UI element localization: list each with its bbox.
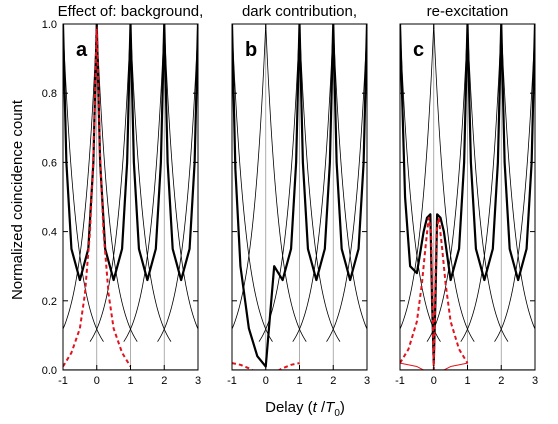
- component-curve: [157, 24, 198, 342]
- component-curve: [123, 24, 198, 342]
- component-curve: [232, 24, 273, 342]
- x-tick-label: 0: [431, 375, 437, 387]
- y-axis-label: Normalized coincidence count: [9, 99, 26, 300]
- x-tick-label: 1: [127, 375, 133, 387]
- x-tick-label: 1: [464, 375, 470, 387]
- panels-group: -1 0 1 2 3 0.0 0.2 0.4 0.6 0.8 1.0 a Effect of: back…: [42, 3, 538, 387]
- series-thick-black: [232, 24, 367, 368]
- x-tick-label: 2: [161, 375, 167, 387]
- component-curve: [258, 24, 341, 342]
- x-tick-label: 1: [296, 375, 302, 387]
- panel-title: dark contribution,: [242, 3, 357, 20]
- component-curve: [89, 24, 172, 342]
- component-curve: [63, 24, 138, 342]
- component-curve: [400, 24, 441, 342]
- component-curve: [292, 24, 367, 342]
- component-curve: [400, 24, 475, 342]
- x-label-subscript: 0: [334, 408, 340, 419]
- x-tick-label: 2: [498, 375, 504, 387]
- panel-b: -1 0 1 2 3 b dark contribution,: [227, 3, 370, 387]
- x-tick-label: 3: [364, 375, 370, 387]
- panel-letter: b: [245, 39, 257, 61]
- y-tick-label: 0.8: [42, 88, 57, 100]
- component-curve: [494, 24, 535, 342]
- series-thick-black: [400, 24, 535, 365]
- y-tick-label: 1.0: [42, 19, 57, 31]
- component-curve: [460, 24, 535, 342]
- y-tick-label: 0.6: [42, 157, 57, 169]
- panel-title: Effect of: background,: [58, 3, 204, 20]
- plot-area-c: [400, 24, 535, 370]
- series-thin-red: [400, 362, 468, 370]
- x-axis-label: Delay (t /T0): [265, 399, 345, 419]
- x-tick-label: 2: [330, 375, 336, 387]
- series-dashed-red: [400, 216, 469, 370]
- component-curve: [426, 24, 509, 342]
- panel-letter: c: [413, 39, 424, 61]
- x-tick-label: -1: [395, 375, 405, 387]
- panel-letter: a: [76, 39, 88, 61]
- x-tick-label: -1: [227, 375, 237, 387]
- x-tick-label: -1: [58, 375, 68, 387]
- panel-title: re-excitation: [427, 3, 509, 20]
- x-label-main: Delay (: [265, 399, 313, 416]
- x-tick-label: 0: [94, 375, 100, 387]
- x-label-slash: /: [317, 399, 326, 416]
- panel-c: -1 0 1 2 3 c re-excitation: [395, 3, 538, 387]
- panel-a: -1 0 1 2 3 0.0 0.2 0.4 0.6 0.8 1.0 a Effect of: back…: [42, 3, 204, 387]
- component-curve: [326, 24, 367, 342]
- x-label-T: T: [325, 399, 336, 416]
- component-curve: [232, 24, 307, 342]
- y-tick-label: 0.4: [42, 227, 57, 239]
- x-tick-label: 0: [263, 375, 269, 387]
- component-curve: [63, 24, 104, 342]
- x-label-close: ): [340, 399, 345, 416]
- x-label-var: t: [313, 399, 318, 416]
- y-tick-label: 0.0: [42, 365, 57, 377]
- x-tick-label: 3: [195, 375, 201, 387]
- plot-area-b: [232, 24, 367, 370]
- plot-area-a: [63, 24, 198, 370]
- x-tick-label: 3: [532, 375, 538, 387]
- y-tick-label: 0.2: [42, 296, 57, 308]
